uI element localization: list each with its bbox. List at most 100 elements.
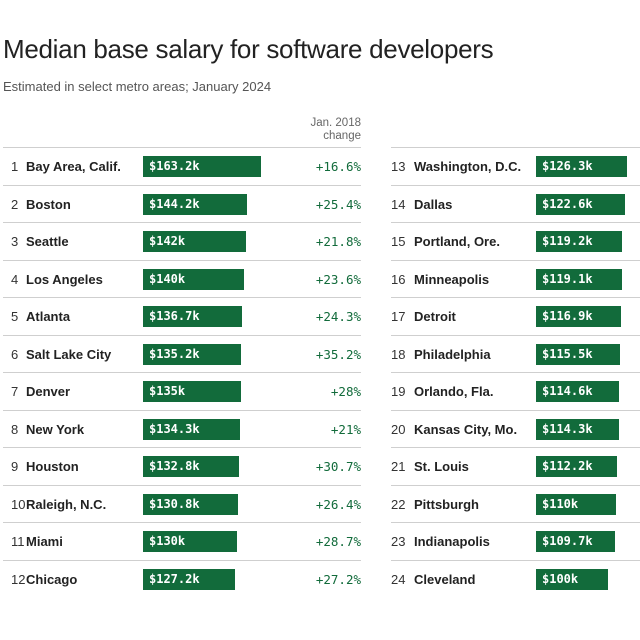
table-row: 20 Kansas City, Mo. $114.3k: [391, 409, 640, 448]
salary-bar: $135k: [143, 381, 241, 402]
table-row: 15 Portland, Ore. $119.2k: [391, 222, 640, 260]
salary-value-label: $134.3k: [149, 421, 200, 436]
table-row: 24 Cleveland $100k: [391, 559, 640, 598]
table-row: 1 Bay Area, Calif. $163.2k +16.6%: [3, 147, 361, 185]
table-row: 22 Pittsburgh $110k: [391, 484, 640, 523]
table-row: 21 St. Louis $112.2k: [391, 447, 640, 485]
change-value: +27.2%: [315, 571, 361, 587]
rank-number: 10: [11, 496, 26, 512]
table-row: 8 New York $134.3k +21%: [3, 409, 361, 448]
salary-value-label: $136.7k: [149, 309, 200, 323]
rank-number: 24: [391, 571, 406, 587]
salary-bar: $115.5k: [536, 343, 620, 365]
salary-value-label: $135.2k: [149, 346, 200, 361]
salary-value-label: $142k: [149, 234, 186, 248]
change-value: +23.6%: [315, 271, 361, 287]
rank-number: 3: [11, 234, 19, 249]
table-row: 11 Miami $130k +28.7%: [3, 522, 361, 560]
salary-value-label: $144.2k: [149, 196, 200, 211]
salary-value-label: $115.5k: [542, 346, 593, 361]
metro-name: St. Louis: [414, 459, 469, 474]
salary-bar: $114.3k: [536, 418, 619, 440]
salary-value-label: $100k: [542, 571, 579, 586]
salary-bar: $116.9k: [536, 306, 621, 327]
salary-bar: $163.2k: [143, 156, 261, 177]
salary-value-label: $112.2k: [542, 459, 593, 473]
metro-name: Houston: [26, 459, 79, 474]
rank-number: 14: [391, 196, 406, 212]
metro-name: Raleigh, N.C.: [26, 496, 107, 512]
table-row: 4 Los Angeles $140k +23.6%: [3, 259, 361, 298]
metro-name: New York: [26, 421, 85, 437]
salary-table-right: 13 Washington, D.C. $126.3k 14 Dallas $122.6k…: [391, 147, 640, 597]
change-value: +24.3%: [315, 309, 361, 324]
rank-number: 11: [11, 534, 25, 549]
salary-bar: $130k: [143, 531, 237, 552]
salary-value-label: $126.3k: [542, 159, 593, 173]
metro-name: Portland, Ore.: [414, 234, 500, 249]
table-row: 5 Atlanta $136.7k +24.3%: [3, 297, 361, 335]
salary-bar: $110k: [536, 493, 616, 515]
metro-name: Salt Lake City: [26, 346, 112, 362]
table-row: 19 Orlando, Fla. $114.6k: [391, 372, 640, 410]
rank-number: 8: [11, 421, 19, 437]
salary-bar: $109.7k: [536, 531, 616, 552]
metro-name: Washington, D.C.: [414, 159, 522, 174]
salary-value-label: $132.8k: [149, 459, 200, 473]
salary-bar: $134.3k: [143, 418, 241, 440]
salary-value-label: $119.1k: [542, 271, 593, 286]
salary-bar: $126.3k: [536, 156, 628, 177]
salary-value-label: $109.7k: [542, 534, 593, 548]
rank-number: 1: [11, 159, 19, 174]
salary-bar: $144.2k: [143, 193, 248, 215]
rank-number: 18: [391, 346, 406, 362]
metro-name: Chicago: [26, 571, 78, 587]
change-value: +16.6%: [315, 159, 361, 174]
table-row: 12 Chicago $127.2k +27.2%: [3, 559, 361, 598]
change-value: +21%: [330, 421, 361, 437]
rank-number: 21: [391, 459, 406, 474]
metro-name: Pittsburgh: [414, 496, 479, 512]
table-row: 6 Salt Lake City $135.2k +35.2%: [3, 334, 361, 373]
metro-name: Minneapolis: [414, 271, 490, 287]
salary-bar: $119.2k: [536, 231, 623, 252]
metro-name: Philadelphia: [414, 346, 491, 362]
salary-bar: $136.7k: [143, 306, 242, 327]
salary-bar: $130.8k: [143, 493, 238, 515]
metro-name: Boston: [26, 196, 71, 212]
rank-number: 22: [391, 496, 406, 512]
salary-value-label: $119.2k: [542, 234, 593, 248]
rank-number: 2: [11, 196, 19, 212]
change-value: +28%: [330, 384, 361, 399]
rank-number: 19: [391, 384, 406, 399]
salary-value-label: $130.8k: [149, 496, 200, 511]
chart-subtitle: Estimated in select metro areas; January…: [3, 79, 272, 94]
salary-value-label: $114.6k: [542, 384, 593, 398]
salary-value-label: $163.2k: [149, 159, 200, 173]
table-row: 13 Washington, D.C. $126.3k: [391, 147, 640, 185]
chart-title: Median base salary for software develope…: [3, 34, 494, 64]
table-row: 9 Houston $132.8k +30.7%: [3, 447, 361, 485]
change-value: +35.2%: [315, 346, 361, 362]
table-row: 14 Dallas $122.6k: [391, 184, 640, 223]
salary-value-label: $116.9k: [542, 309, 593, 323]
rank-number: 9: [11, 459, 19, 474]
metro-name: Miami: [26, 534, 63, 549]
salary-bar: $112.2k: [536, 456, 618, 477]
change-column-header: Jan. 2018 change: [281, 117, 361, 143]
table-row: 18 Philadelphia $115.5k: [391, 334, 640, 373]
table-row: 10 Raleigh, N.C. $130.8k +26.4%: [3, 484, 361, 523]
metro-name: Cleveland: [414, 571, 476, 587]
metro-name: Kansas City, Mo.: [414, 421, 518, 437]
rank-number: 12: [11, 571, 26, 587]
table-row: 23 Indianapolis $109.7k: [391, 522, 640, 560]
table-row: 2 Boston $144.2k +25.4%: [3, 184, 361, 223]
table-row: 16 Minneapolis $119.1k: [391, 259, 640, 298]
change-value: +28.7%: [315, 534, 361, 549]
salary-value-label: $135k: [149, 384, 186, 398]
metro-name: Detroit: [414, 309, 456, 324]
metro-name: Orlando, Fla.: [414, 384, 494, 399]
salary-bar: $122.6k: [536, 193, 625, 215]
change-header-line-1: Jan. 2018: [310, 117, 361, 129]
change-value: +25.4%: [315, 196, 361, 212]
